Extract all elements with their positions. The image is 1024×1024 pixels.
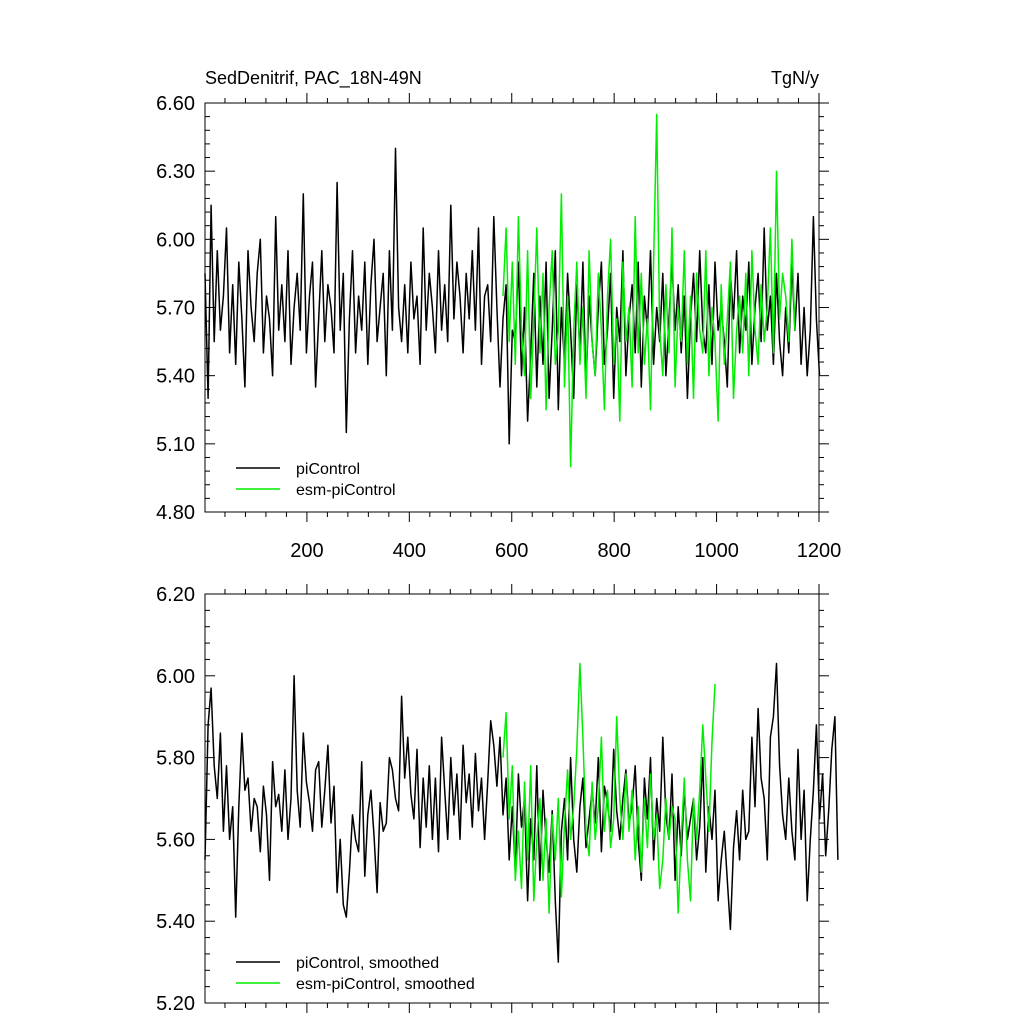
y-tick-label: 5.70 xyxy=(156,298,195,320)
bottom-x-axis xyxy=(224,584,820,1013)
y-tick-label: 5.40 xyxy=(156,911,195,933)
bottom-legend: piControl, smoothed esm-piControl, smoot… xyxy=(236,955,475,993)
top-legend: piControl esm-piControl xyxy=(236,461,396,499)
y-tick-label: 5.80 xyxy=(156,748,195,770)
bottom-series-lines xyxy=(204,662,839,963)
x-tick-label: 600 xyxy=(495,540,528,562)
chart-title: SedDenitrif, PAC_18N-49N xyxy=(205,68,422,89)
top-plot-frame xyxy=(204,102,820,513)
y-tick-label: 6.60 xyxy=(156,93,195,115)
x-tick-label: 200 xyxy=(290,540,323,562)
top-panel: 4.80 5.10 5.40 5.70 6.00 6.30 6.60 200 400 600 80… xyxy=(156,93,841,562)
y-tick-label: 6.00 xyxy=(156,229,195,251)
y-tick-label: 5.20 xyxy=(156,993,195,1015)
top-x-axis: 200 400 600 800 1000 1200 xyxy=(224,93,842,562)
y-tick-label: 5.40 xyxy=(156,366,195,388)
y-tick-label: 5.10 xyxy=(156,434,195,456)
units-label: TgN/y xyxy=(771,68,819,88)
x-tick-label: 1000 xyxy=(694,540,739,562)
y-tick-label: 6.00 xyxy=(156,666,195,688)
y-tick-label: 5.60 xyxy=(156,829,195,851)
series-line-picontrol-smoothed xyxy=(204,662,839,963)
x-tick-label: 1200 xyxy=(797,540,842,562)
bottom-y-axis: 5.20 5.40 5.60 5.80 6.00 6.20 xyxy=(156,584,829,1015)
legend-label-esm-picontrol-smoothed: esm-piControl, smoothed xyxy=(296,976,475,993)
bottom-plot-frame xyxy=(204,593,820,1004)
x-tick-label: 800 xyxy=(597,540,630,562)
top-series-lines xyxy=(204,113,821,468)
legend-label-esm-picontrol: esm-piControl xyxy=(296,482,396,499)
series-line-esm-picontrol xyxy=(502,113,796,468)
x-tick-label: 400 xyxy=(393,540,426,562)
series-line-esm-picontrol-smoothed xyxy=(502,662,716,914)
legend-label-picontrol-smoothed: piControl, smoothed xyxy=(296,955,439,972)
legend-label-picontrol: piControl xyxy=(296,461,360,478)
series-line-picontrol xyxy=(204,147,821,445)
bottom-panel: 5.20 5.40 5.60 5.80 6.00 6.20 piControl, smoo… xyxy=(156,584,839,1015)
y-tick-label: 6.20 xyxy=(156,584,195,606)
y-tick-label: 6.30 xyxy=(156,161,195,183)
y-tick-label: 4.80 xyxy=(156,502,195,524)
